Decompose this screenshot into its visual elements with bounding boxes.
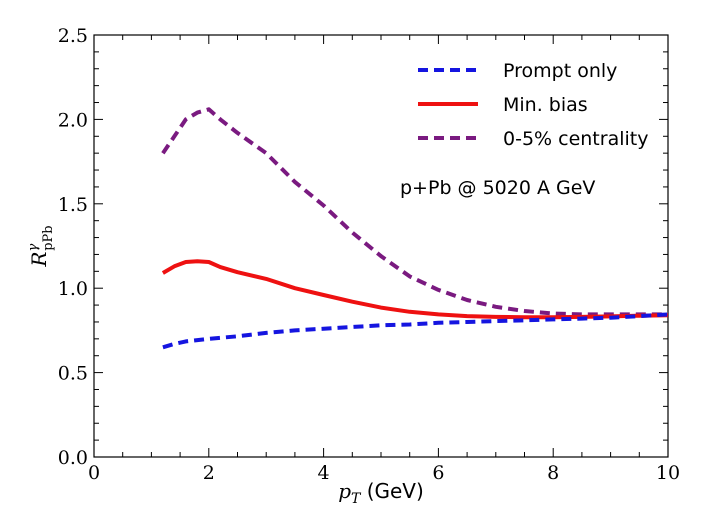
x-tick-label: 4 <box>318 462 330 484</box>
y-tick-label: 1.0 <box>58 278 88 300</box>
y-axis-label: RγpPb <box>26 225 56 267</box>
x-axis-label-sub: T <box>351 491 362 507</box>
series-line-1 <box>161 259 668 320</box>
x-tick-label: 0 <box>88 462 100 484</box>
axis-ticks <box>93 34 669 458</box>
x-tick-labels: 0 2 4 6 8 10 <box>88 462 680 484</box>
legend-label: Min. bias <box>503 94 588 116</box>
y-axis-label-sub: pPb <box>41 225 56 250</box>
series-lines <box>161 107 668 350</box>
series-line-0 <box>162 312 668 350</box>
x-tick-label: 10 <box>656 462 680 484</box>
svg-text:RγpPb: RγpPb <box>26 225 56 267</box>
legend-label: 0-5% centrality <box>503 128 648 150</box>
y-tick-label: 2.0 <box>58 109 88 131</box>
x-axis-label: pT (GeV) <box>338 479 424 507</box>
x-tick-label: 8 <box>547 462 559 484</box>
y-tick-label: 1.5 <box>58 194 88 216</box>
y-tick-labels: 0.0 0.5 1.0 1.5 2.0 2.5 <box>58 25 88 469</box>
y-tick-label: 0.5 <box>58 363 88 385</box>
y-axis-label-sup: γ <box>26 244 41 252</box>
series-line-2 <box>161 107 668 317</box>
legend: Prompt only Min. bias 0-5% centrality <box>418 60 648 150</box>
y-tick-label: 0.0 <box>58 447 88 469</box>
y-tick-label: 2.5 <box>58 25 88 47</box>
x-axis-label-unit: (GeV) <box>360 479 423 503</box>
x-axis-label-main: p <box>338 479 351 503</box>
x-tick-label: 6 <box>432 462 444 484</box>
annotation: p+Pb @ 5020 A GeV <box>400 177 595 199</box>
legend-label: Prompt only <box>503 60 617 82</box>
x-tick-label: 2 <box>203 462 215 484</box>
y-axis-label-main: R <box>27 252 51 268</box>
